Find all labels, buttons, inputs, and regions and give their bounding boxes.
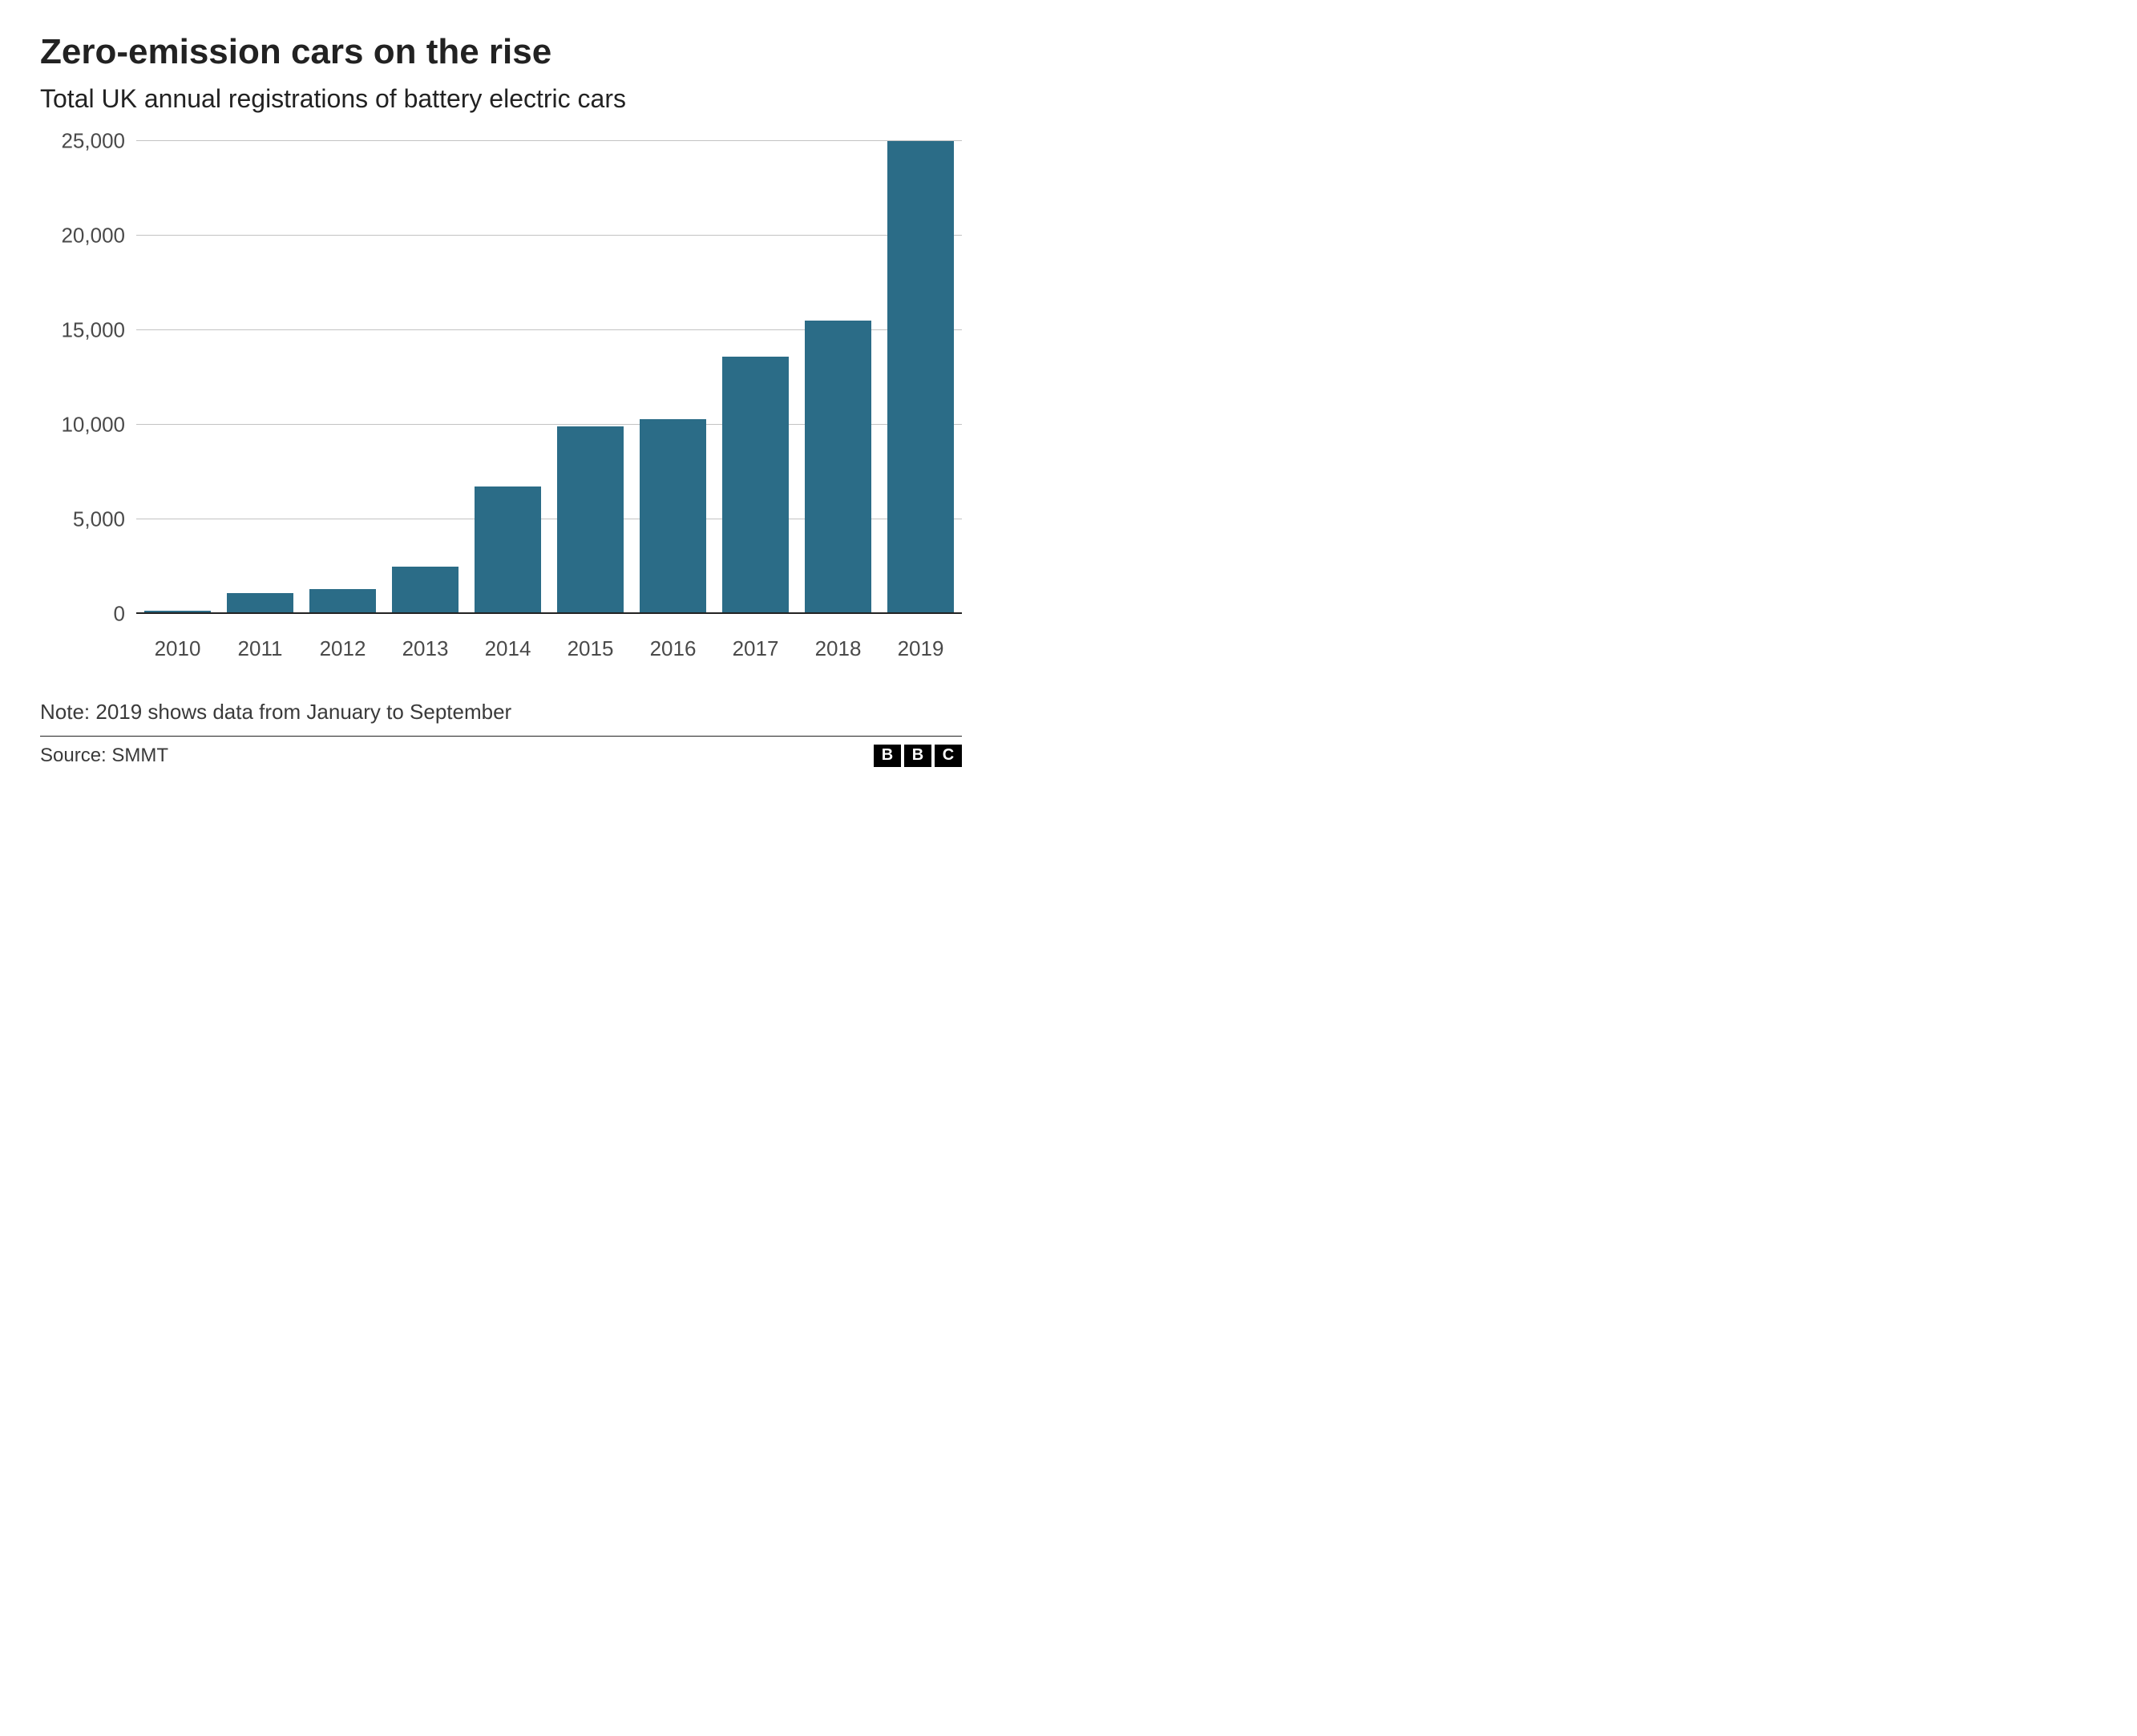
y-tick-label: 5,000	[40, 507, 136, 531]
bar-slot	[384, 141, 467, 614]
bar-slot	[219, 141, 301, 614]
y-tick-label: 20,000	[40, 223, 136, 248]
source-text: Source: SMMT	[40, 745, 168, 767]
bar-slot	[797, 141, 879, 614]
y-tick-label: 0	[40, 601, 136, 626]
bar-slot	[632, 141, 714, 614]
x-tick-label: 2016	[632, 636, 714, 661]
chart-subtitle: Total UK annual registrations of battery…	[40, 84, 962, 114]
bar	[475, 486, 540, 613]
x-tick-label: 2012	[301, 636, 384, 661]
bar-slot	[714, 141, 797, 614]
x-tick-label: 2017	[714, 636, 797, 661]
x-tick-label: 2015	[549, 636, 632, 661]
x-axis-labels: 2010201120122013201420152016201720182019	[136, 636, 962, 661]
bar	[557, 426, 623, 614]
bar	[722, 357, 788, 614]
chart-footer: Source: SMMT BBC	[40, 737, 962, 767]
bbc-logo-letter: B	[904, 745, 931, 767]
x-tick-label: 2019	[879, 636, 962, 661]
y-tick-label: 25,000	[40, 128, 136, 153]
bar-slot	[301, 141, 384, 614]
x-axis-baseline	[136, 612, 962, 614]
bar-slot	[136, 141, 219, 614]
chart-title: Zero-emission cars on the rise	[40, 32, 962, 73]
y-tick-label: 15,000	[40, 317, 136, 342]
x-tick-label: 2013	[384, 636, 467, 661]
y-axis: 05,00010,00015,00020,00025,000	[40, 141, 136, 614]
y-tick-label: 10,000	[40, 412, 136, 437]
bar-slot	[467, 141, 549, 614]
bar	[227, 593, 293, 614]
bar	[805, 321, 871, 614]
chart-container: Zero-emission cars on the rise Total UK …	[40, 32, 962, 767]
bars-area	[136, 141, 962, 614]
x-tick-label: 2014	[467, 636, 549, 661]
x-tick-label: 2010	[136, 636, 219, 661]
x-tick-label: 2018	[797, 636, 879, 661]
x-tick-label: 2011	[219, 636, 301, 661]
bar	[640, 419, 705, 614]
bbc-logo-letter: B	[874, 745, 901, 767]
bar	[309, 589, 375, 614]
bar-slot	[549, 141, 632, 614]
bbc-logo-letter: C	[935, 745, 962, 767]
bbc-logo: BBC	[874, 745, 962, 767]
bar	[392, 567, 458, 614]
bar	[887, 141, 953, 614]
bars-group	[136, 141, 962, 614]
chart-note: Note: 2019 shows data from January to Se…	[40, 700, 962, 737]
bar-slot	[879, 141, 962, 614]
plot-area: 05,00010,00015,00020,00025,000	[40, 141, 962, 614]
